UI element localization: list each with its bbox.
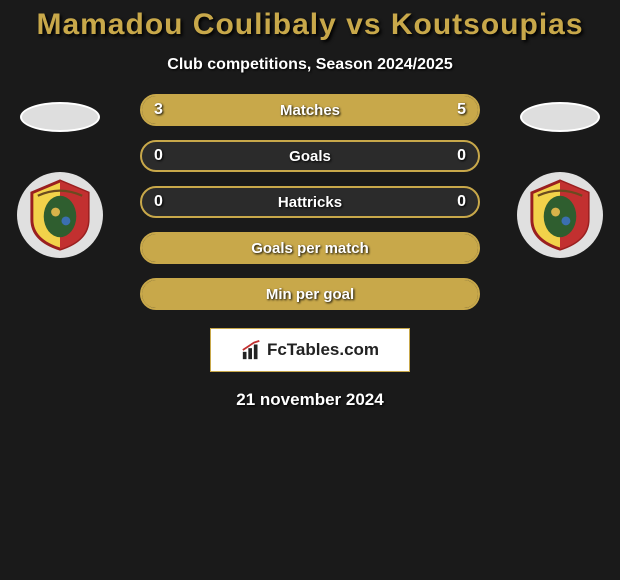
club-badge-icon bbox=[523, 178, 597, 252]
brand-text: FcTables.com bbox=[267, 340, 379, 360]
brand-bars-icon bbox=[241, 339, 263, 361]
subtitle: Club competitions, Season 2024/2025 bbox=[0, 56, 620, 74]
stat-row: Min per goal bbox=[140, 278, 480, 310]
player-left-photo bbox=[20, 102, 100, 132]
stat-row: 35Matches bbox=[140, 94, 480, 126]
stat-label: Goals per match bbox=[142, 240, 478, 257]
player-right-photo bbox=[520, 102, 600, 132]
player-right-club-badge bbox=[517, 172, 603, 258]
stat-label: Hattricks bbox=[142, 194, 478, 211]
page-title: Mamadou Coulibaly vs Koutsoupias bbox=[0, 0, 620, 42]
club-badge-icon bbox=[23, 178, 97, 252]
player-left-club-badge bbox=[17, 172, 103, 258]
player-left-column bbox=[10, 94, 110, 258]
stat-label: Matches bbox=[142, 102, 478, 119]
stat-rows: 35Matches 00Goals 00Hattricks Goals per mat… bbox=[140, 94, 480, 310]
player-right-column bbox=[510, 94, 610, 258]
date-text: 21 november 2024 bbox=[0, 390, 620, 410]
stat-row: 00Goals bbox=[140, 140, 480, 172]
brand-logo-box: FcTables.com bbox=[210, 328, 410, 372]
stat-label: Goals bbox=[142, 148, 478, 165]
stat-label: Min per goal bbox=[142, 286, 478, 303]
comparison-container: 35Matches 00Goals 00Hattricks Goals per mat… bbox=[0, 94, 620, 410]
stat-row: Goals per match bbox=[140, 232, 480, 264]
stat-row: 00Hattricks bbox=[140, 186, 480, 218]
